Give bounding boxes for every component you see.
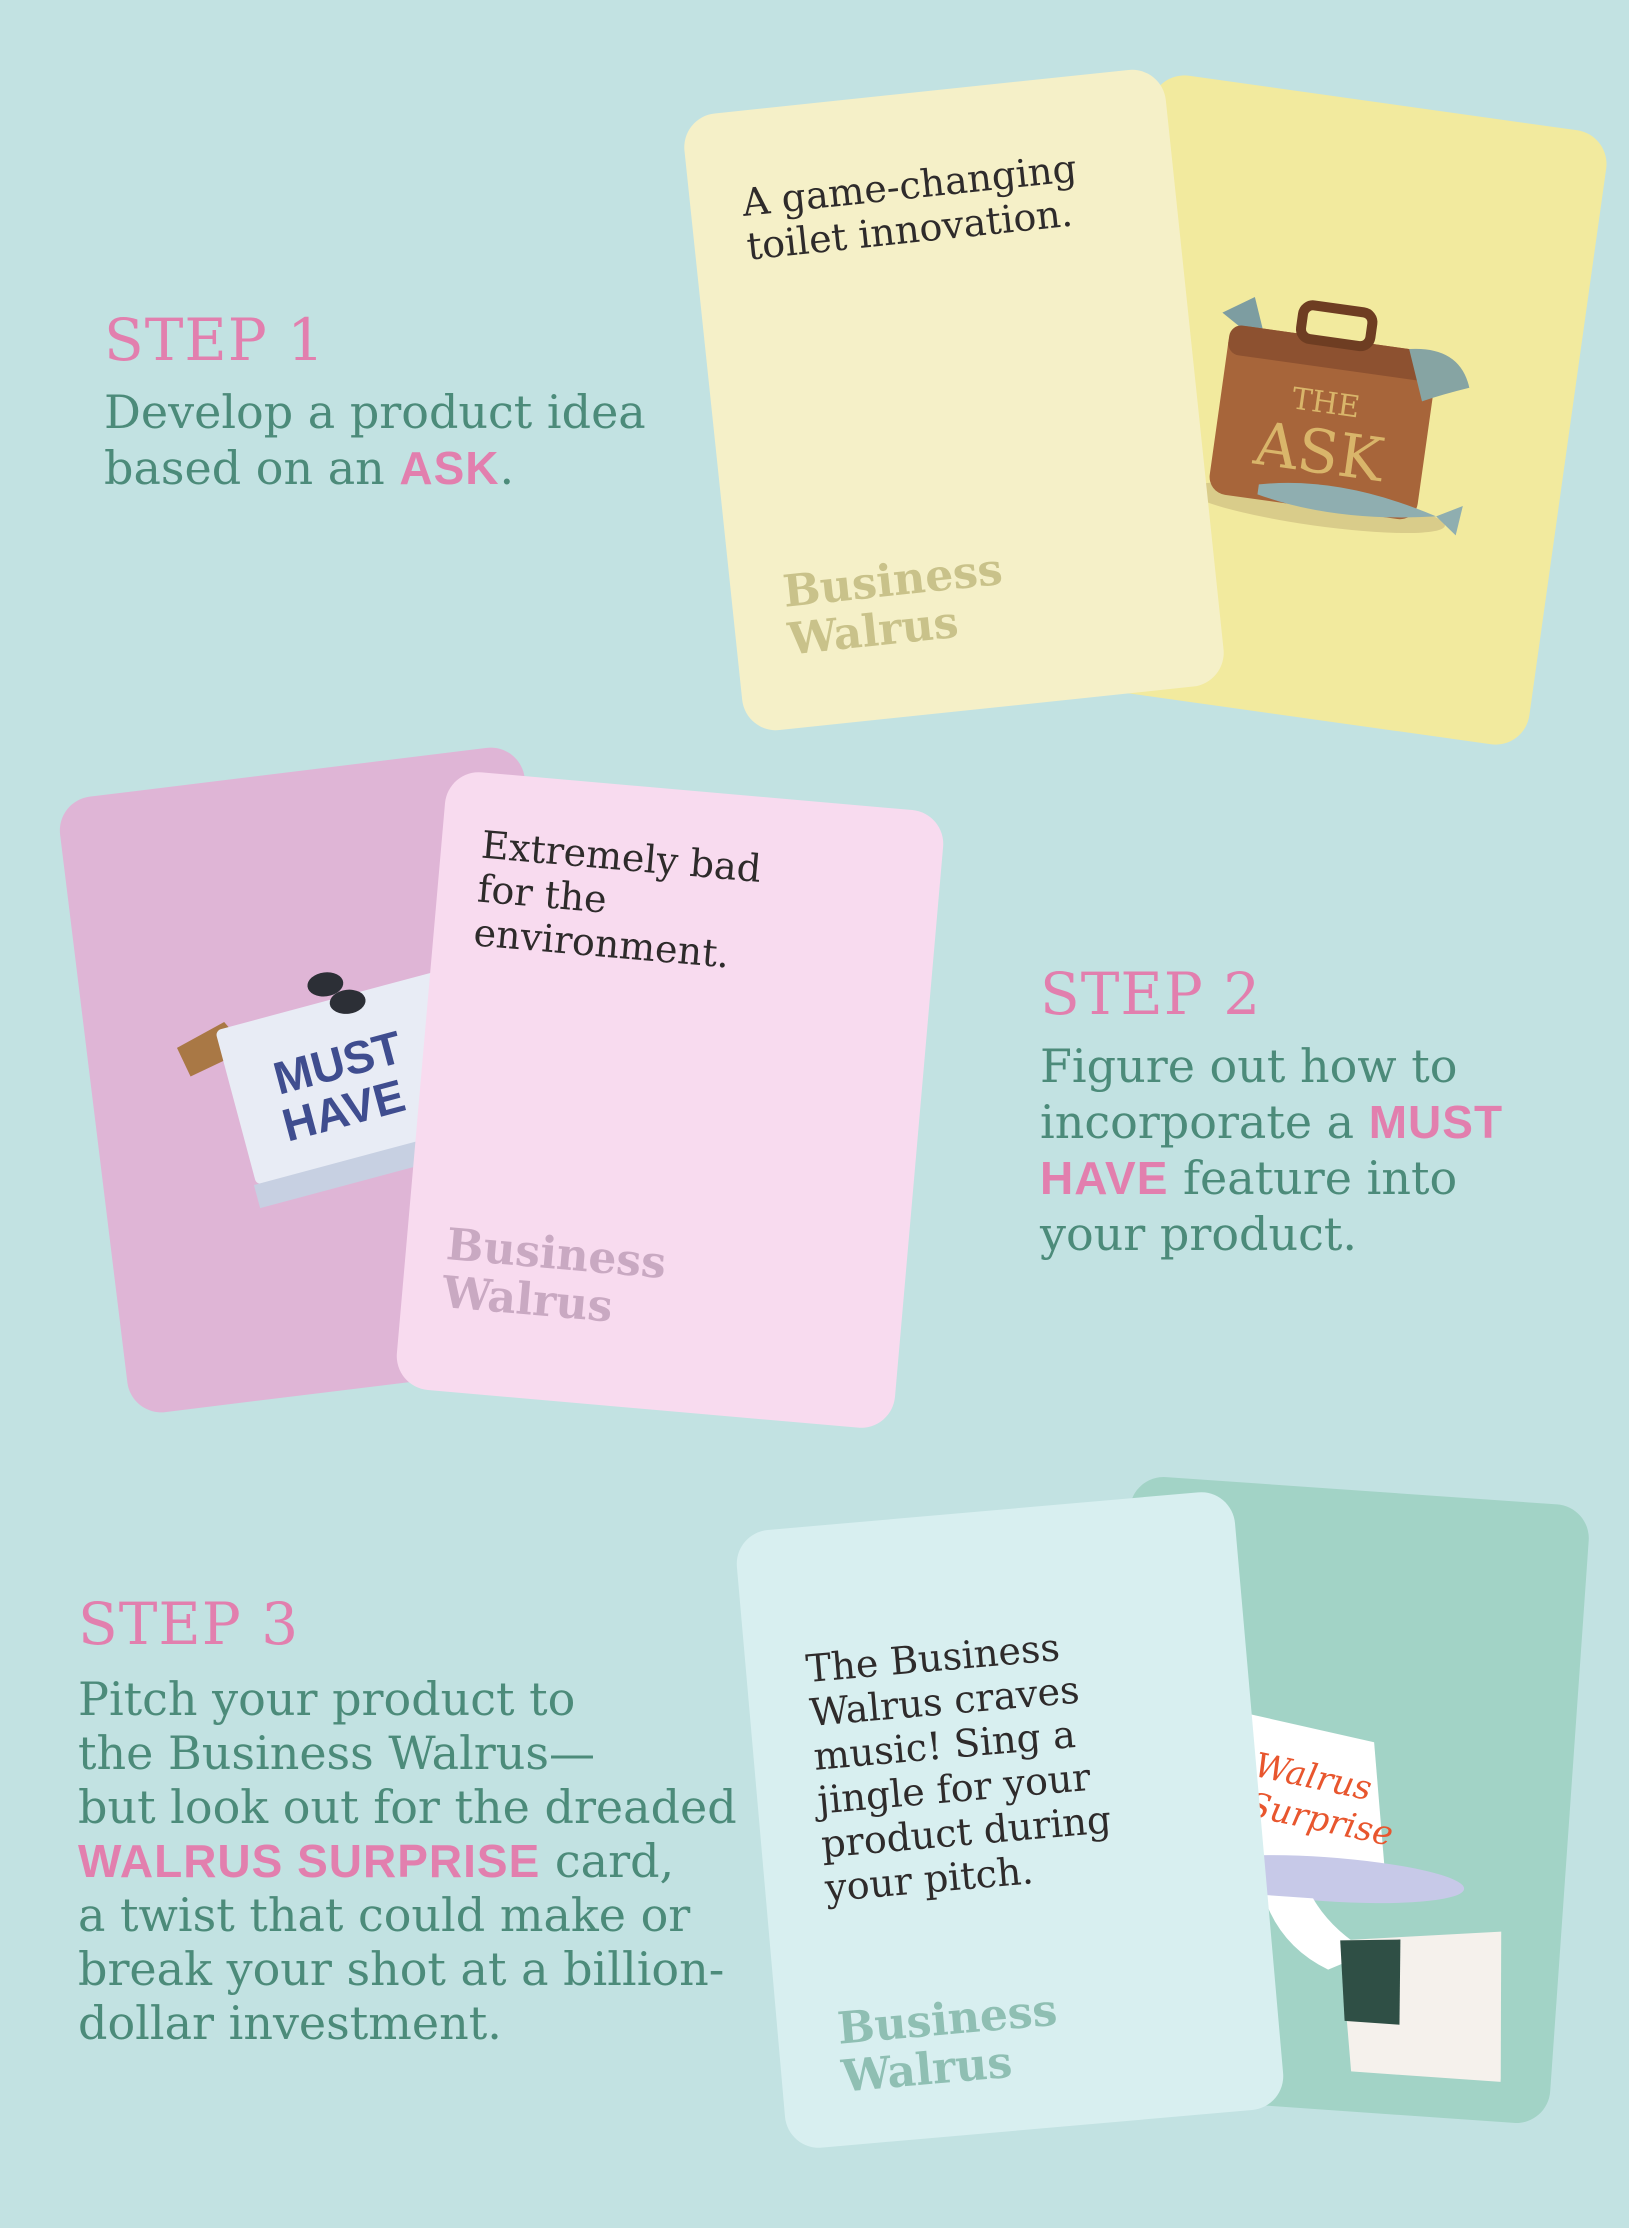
- step-2-line-2-prefix: incorporate a: [1040, 1095, 1369, 1149]
- step-3-description: Pitch your product to the Business Walru…: [78, 1672, 758, 2050]
- step-2-line-1: Figure out how to: [1040, 1039, 1458, 1093]
- ask-card-front: A game-changing toilet innovation. Busin…: [680, 66, 1228, 734]
- ask-card-brand: Business Walrus: [781, 544, 1010, 665]
- step-3-line-7: dollar investment.: [78, 1996, 502, 2050]
- step-1-line-2-suffix: .: [499, 441, 515, 495]
- step-3-line-3: but look out for the dreaded: [78, 1780, 737, 1834]
- walrus-surprise-card-front: The Business Walrus craves music! Sing a…: [733, 1489, 1287, 2151]
- step-3-line-6: break your shot at a billion-: [78, 1942, 725, 1996]
- step-3-line-1: Pitch your product to: [78, 1672, 576, 1726]
- step-2-title: STEP 2: [1040, 960, 1262, 1028]
- step-2-line-3-suffix: feature into: [1168, 1151, 1458, 1205]
- must-have-card-text: Extremely bad for the environment.: [471, 822, 764, 977]
- step-2-must-highlight: MUST: [1368, 1096, 1504, 1148]
- step-2-have-highlight: HAVE: [1040, 1152, 1169, 1204]
- step-3-line-2: the Business Walrus—: [78, 1726, 596, 1780]
- step-1-line-1: Develop a product idea: [104, 385, 646, 439]
- must-have-card-front: Extremely bad for the environment. Busin…: [393, 769, 947, 1431]
- briefcase-with-fish-illustration: THE ASK: [1187, 297, 1470, 536]
- step-2-line-4: your product.: [1040, 1207, 1357, 1261]
- walrus-surprise-card-brand: Business Walrus: [835, 1985, 1064, 2103]
- step-3-title: STEP 3: [78, 1590, 300, 1658]
- ask-card-back: THE ASK: [1069, 71, 1611, 749]
- step-1-ask-highlight: ASK: [399, 442, 500, 494]
- step-1-description: Develop a product idea based on an ASK.: [104, 384, 704, 496]
- ask-card-text: A game-changing toilet innovation.: [739, 146, 1079, 269]
- step-2-section: STEP 2 Figure out how to incorporate a M…: [1040, 960, 1600, 1262]
- step-3-line-4-suffix: card,: [540, 1834, 675, 1888]
- step-3-section: STEP 3 Pitch your product to the Busines…: [78, 1590, 758, 2050]
- step-1-title: STEP 1: [104, 306, 326, 374]
- step-3-line-5: a twist that could make or: [78, 1888, 691, 1942]
- step-2-description: Figure out how to incorporate a MUST HAV…: [1040, 1038, 1600, 1262]
- walrus-surprise-card-text: The Business Walrus craves music! Sing a…: [804, 1625, 1113, 1911]
- step-1-section: STEP 1 Develop a product idea based on a…: [104, 306, 704, 496]
- step-3-walrus-surprise-highlight: WALRUS SURPRISE: [78, 1835, 541, 1887]
- step-1-line-2-prefix: based on an: [104, 441, 400, 495]
- must-have-card-brand: Business Walrus: [440, 1219, 668, 1336]
